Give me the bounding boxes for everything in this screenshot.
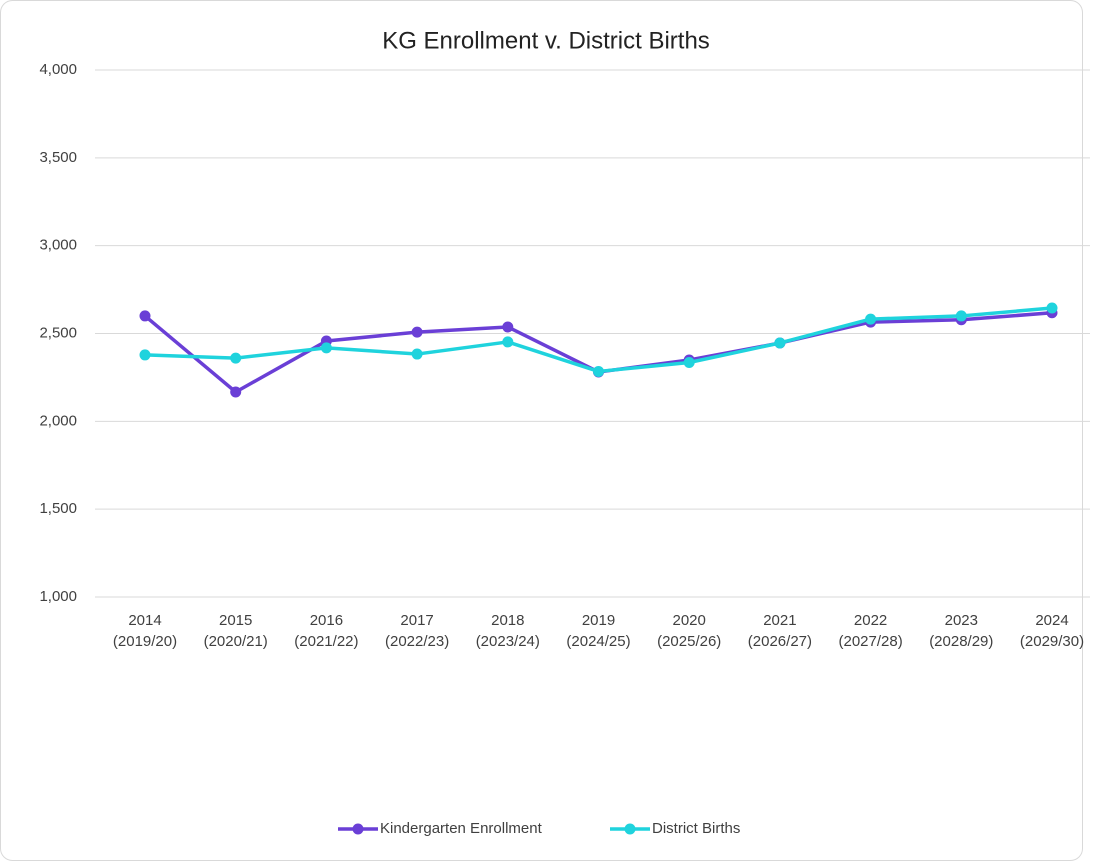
data-point xyxy=(865,313,877,325)
x-tick-label: 2014 (2019/20) xyxy=(112,612,178,650)
data-point xyxy=(955,310,967,322)
data-point xyxy=(230,386,242,398)
legend-marker xyxy=(624,823,636,835)
data-point xyxy=(683,356,695,368)
legend-label: Kindergarten Enrollment xyxy=(380,820,543,837)
x-tick-label: 2024 (2029/30) xyxy=(1019,612,1085,650)
data-point xyxy=(320,342,332,354)
data-point xyxy=(411,326,423,338)
x-tick-label: 2016 (2021/22) xyxy=(294,612,359,650)
y-tick-label: 1,500 xyxy=(39,500,77,517)
y-tick-label: 1,000 xyxy=(39,588,77,605)
data-point xyxy=(139,310,151,322)
data-point xyxy=(774,337,786,349)
y-tick-label: 2,500 xyxy=(39,324,77,341)
data-point xyxy=(502,336,514,348)
y-tick-label: 4,000 xyxy=(39,61,77,78)
x-tick-label: 2019 (2024/25) xyxy=(566,612,631,650)
x-tick-label: 2017 (2022/23) xyxy=(384,612,450,650)
data-point xyxy=(593,365,604,377)
data-point xyxy=(139,349,151,361)
data-point xyxy=(1046,302,1058,314)
data-point xyxy=(502,321,514,333)
x-tick-label: 2020 (2025/26) xyxy=(657,612,722,650)
y-tick-label: 3,500 xyxy=(39,149,77,166)
y-tick-label: 2,000 xyxy=(39,412,77,429)
x-tick-label: 2021 (2026/27) xyxy=(747,612,812,650)
chart-title: KG Enrollment v. District Births xyxy=(382,27,710,54)
x-tick-label: 2022 (2027/28) xyxy=(838,612,903,650)
x-tick-label: 2018 (2023/24) xyxy=(475,612,540,650)
data-point xyxy=(230,352,242,364)
y-tick-label: 3,000 xyxy=(39,237,77,254)
legend-label: District Births xyxy=(652,820,740,837)
x-tick-label: 2023 (2028/29) xyxy=(929,612,994,650)
data-point xyxy=(411,348,423,360)
x-tick-label: 2015 (2020/21) xyxy=(203,612,268,650)
legend-marker xyxy=(352,823,364,835)
